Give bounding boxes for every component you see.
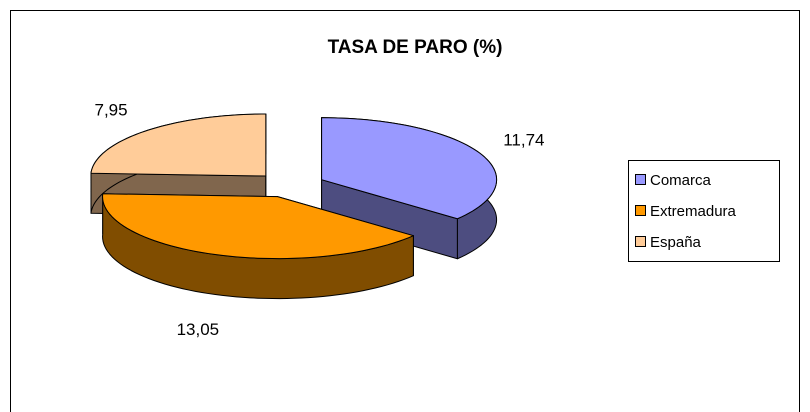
slice — [102, 193, 414, 260]
legend-swatch — [635, 205, 646, 216]
legend-label: Comarca — [650, 172, 712, 189]
legend-swatch — [635, 174, 646, 185]
data-label: 11,74 — [503, 131, 544, 150]
data-label: 7,95 — [94, 101, 127, 120]
data-label: 13,05 — [177, 320, 220, 339]
slice — [321, 117, 498, 220]
slice — [90, 113, 267, 177]
legend-swatch — [635, 236, 646, 247]
legend-label: España — [650, 234, 702, 251]
legend-label: Extremadura — [650, 203, 737, 220]
legend-box — [628, 160, 780, 262]
chart-title: TASA DE PARO (%) — [328, 37, 503, 58]
